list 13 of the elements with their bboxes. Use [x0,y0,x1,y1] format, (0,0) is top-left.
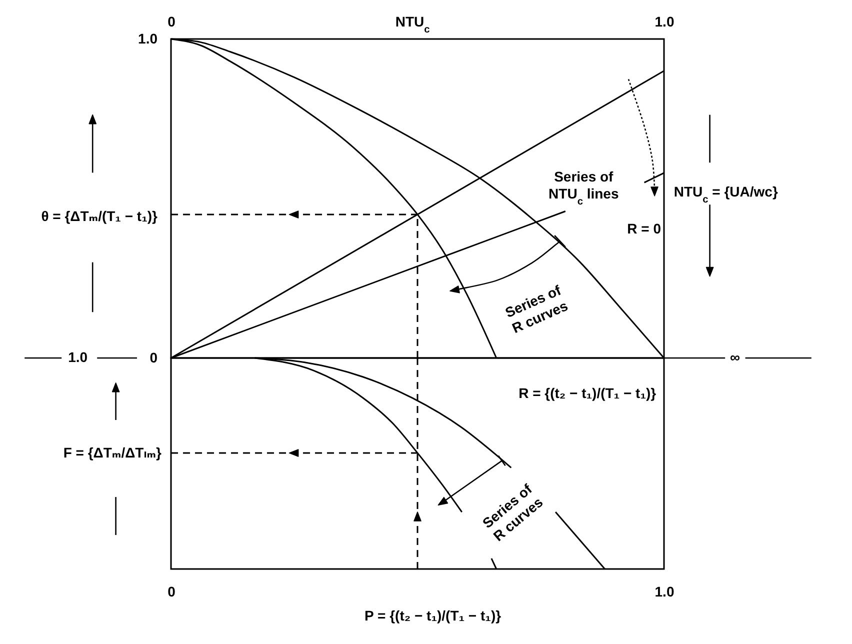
text: ∞ [730,349,740,365]
y-axis-title: θ = {ΔTₘ/(T₁ − t₁)} [41,208,158,224]
annotation: Series of NTU$_{c}$ lines [548,168,619,207]
annotation: R = {(t₂ − t₁)/(T₁ − t₁)} [518,385,657,402]
x2-tick-label: 1.0 [654,14,674,30]
text: NTU$_{c}$ = {UA/wc} [674,183,778,205]
y-axis-title: F = {ΔTₘ/ΔTₗₘ} [63,444,162,460]
text: R = 0 [627,220,662,236]
annotation: Series of R curves [502,282,570,336]
x-axis-title: P = {(t₂ − t₁)/(T₁ − t₁)} [364,608,502,624]
text: 1.0 [68,349,88,365]
x2-tick-label: 0 [168,14,176,30]
x2-axis-title: NTU$_{c}$ [395,14,430,35]
